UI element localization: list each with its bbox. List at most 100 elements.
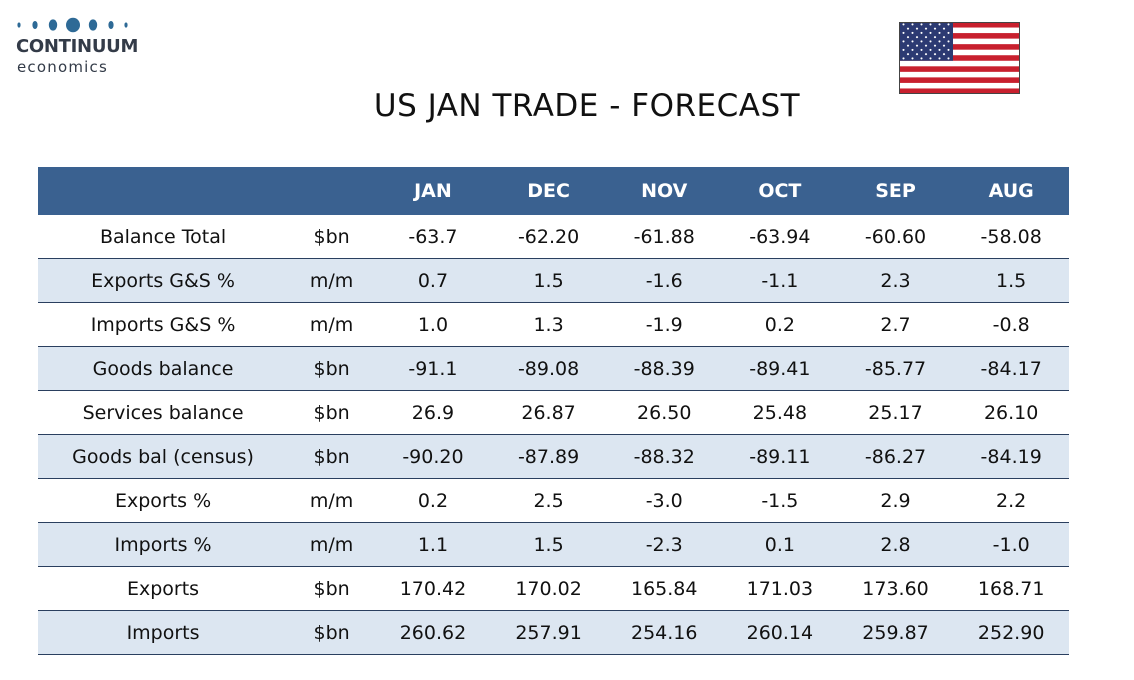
table-row: Exports $bn 170.42 170.02 165.84 171.03 173.60… xyxy=(38,566,1069,611)
cell-nov: -61.88 xyxy=(606,215,723,259)
cell-aug: 2.2 xyxy=(953,478,1069,523)
row-unit: m/m xyxy=(288,522,376,567)
cell-dec: 2.5 xyxy=(490,478,607,523)
cell-dec: -62.20 xyxy=(490,215,607,259)
row-unit: m/m xyxy=(288,478,376,523)
cell-dec: 257.91 xyxy=(490,610,607,655)
logo-dots-icon xyxy=(17,17,128,33)
cell-dec: 1.5 xyxy=(490,258,607,303)
cell-jan: 260.62 xyxy=(375,610,491,655)
cell-jan: 170.42 xyxy=(375,566,491,611)
table-row: Balance Total $bn -63.7 -62.20 -61.88 -63.94-… xyxy=(38,215,1069,259)
cell-dec: 170.02 xyxy=(490,566,607,611)
cell-jan: 0.7 xyxy=(375,258,491,303)
table-row: Goods balance $bn -91.1 -89.08 -88.39 -89.41-… xyxy=(38,346,1069,391)
cell-sep: 2.3 xyxy=(837,258,954,303)
row-unit: $bn xyxy=(288,566,376,611)
cell-aug: 252.90 xyxy=(953,610,1069,655)
us-flag-icon xyxy=(899,22,1020,94)
cell-sep: 259.87 xyxy=(837,610,954,655)
header-sep: SEP xyxy=(837,167,954,215)
cell-aug: 26.10 xyxy=(953,390,1069,435)
table-row: Imports % m/m 1.1 1.5 -2.3 0.1 2.8 -1.0 xyxy=(38,522,1069,567)
cell-oct: 25.48 xyxy=(722,390,838,435)
row-label: Goods balance xyxy=(38,346,289,391)
row-label: Balance Total xyxy=(38,215,289,259)
logo-subtext: economics xyxy=(17,58,108,76)
cell-nov: -1.9 xyxy=(606,302,723,347)
table-row: Exports % m/m 0.2 2.5 -3.0 -1.5 2.9 2.2 xyxy=(38,478,1069,523)
header-aug: AUG xyxy=(953,167,1069,215)
cell-sep: -85.77 xyxy=(837,346,954,391)
row-unit: $bn xyxy=(288,346,376,391)
row-unit: $bn xyxy=(288,610,376,655)
row-label: Imports G&S % xyxy=(38,302,289,347)
table-row: Imports $bn 260.62 257.91 254.16 260.14 259.87… xyxy=(38,610,1069,655)
table-row: Imports G&S % m/m 1.0 1.3 -1.9 0.2 2.7 -0.8 xyxy=(38,302,1069,347)
cell-jan: -63.7 xyxy=(375,215,491,259)
cell-nov: -88.39 xyxy=(606,346,723,391)
cell-nov: -2.3 xyxy=(606,522,723,567)
cell-aug: -1.0 xyxy=(953,522,1069,567)
header-jan: JAN xyxy=(375,167,491,215)
row-unit: $bn xyxy=(288,215,376,259)
cell-sep: 2.9 xyxy=(837,478,954,523)
cell-oct: 0.1 xyxy=(722,522,838,567)
row-unit: $bn xyxy=(288,390,376,435)
cell-aug: -0.8 xyxy=(953,302,1069,347)
row-label: Exports G&S % xyxy=(38,258,289,303)
cell-oct: 0.2 xyxy=(722,302,838,347)
cell-sep: 173.60 xyxy=(837,566,954,611)
row-unit: $bn xyxy=(288,434,376,479)
row-unit: m/m xyxy=(288,258,376,303)
cell-sep: -86.27 xyxy=(837,434,954,479)
cell-sep: -60.60 xyxy=(837,215,954,259)
cell-aug: 168.71 xyxy=(953,566,1069,611)
table-row: Exports G&S % m/m 0.7 1.5 -1.6 -1.1 2.3 1.5 xyxy=(38,258,1069,303)
header-nov: NOV xyxy=(606,167,723,215)
table-row: Goods bal (census) $bn -90.20 -87.89 -88.32-… xyxy=(38,434,1069,479)
trade-forecast-table: JAN DEC NOV OCT SEP AUG Balance Total $bn… xyxy=(38,167,1069,655)
cell-dec: 1.3 xyxy=(490,302,607,347)
cell-oct: -89.41 xyxy=(722,346,838,391)
cell-nov: -1.6 xyxy=(606,258,723,303)
row-label: Exports xyxy=(38,566,289,611)
cell-sep: 2.7 xyxy=(837,302,954,347)
page-title: US JAN TRADE - FORECAST xyxy=(373,88,801,124)
row-label: Services balance xyxy=(38,390,289,435)
cell-nov: -88.32 xyxy=(606,434,723,479)
table-header-row: JAN DEC NOV OCT SEP AUG xyxy=(38,167,1069,215)
row-label: Imports % xyxy=(38,522,289,567)
cell-dec: 1.5 xyxy=(490,522,607,567)
cell-nov: 165.84 xyxy=(606,566,723,611)
logo-wordmark: CONTINUUM xyxy=(16,36,139,57)
cell-aug: -58.08 xyxy=(953,215,1069,259)
cell-oct: -63.94 xyxy=(722,215,838,259)
header-oct: OCT xyxy=(722,167,838,215)
cell-oct: 260.14 xyxy=(722,610,838,655)
header-label-col xyxy=(38,167,289,215)
cell-aug: -84.19 xyxy=(953,434,1069,479)
cell-aug: -84.17 xyxy=(953,346,1069,391)
continuum-economics-logo: CONTINUUM economics xyxy=(16,16,138,76)
header-unit-col xyxy=(288,167,376,215)
cell-jan: 1.1 xyxy=(375,522,491,567)
cell-jan: 1.0 xyxy=(375,302,491,347)
row-unit: m/m xyxy=(288,302,376,347)
cell-dec: 26.87 xyxy=(490,390,607,435)
cell-jan: -90.20 xyxy=(375,434,491,479)
table-row: Services balance $bn 26.9 26.87 26.50 25.48 25… xyxy=(38,390,1069,435)
cell-aug: 1.5 xyxy=(953,258,1069,303)
cell-sep: 25.17 xyxy=(837,390,954,435)
cell-jan: 26.9 xyxy=(375,390,491,435)
row-label: Exports % xyxy=(38,478,289,523)
cell-sep: 2.8 xyxy=(837,522,954,567)
cell-oct: -89.11 xyxy=(722,434,838,479)
cell-dec: -89.08 xyxy=(490,346,607,391)
row-label: Imports xyxy=(38,610,289,655)
cell-nov: 254.16 xyxy=(606,610,723,655)
header-dec: DEC xyxy=(490,167,607,215)
cell-jan: -91.1 xyxy=(375,346,491,391)
cell-oct: -1.1 xyxy=(722,258,838,303)
cell-oct: -1.5 xyxy=(722,478,838,523)
